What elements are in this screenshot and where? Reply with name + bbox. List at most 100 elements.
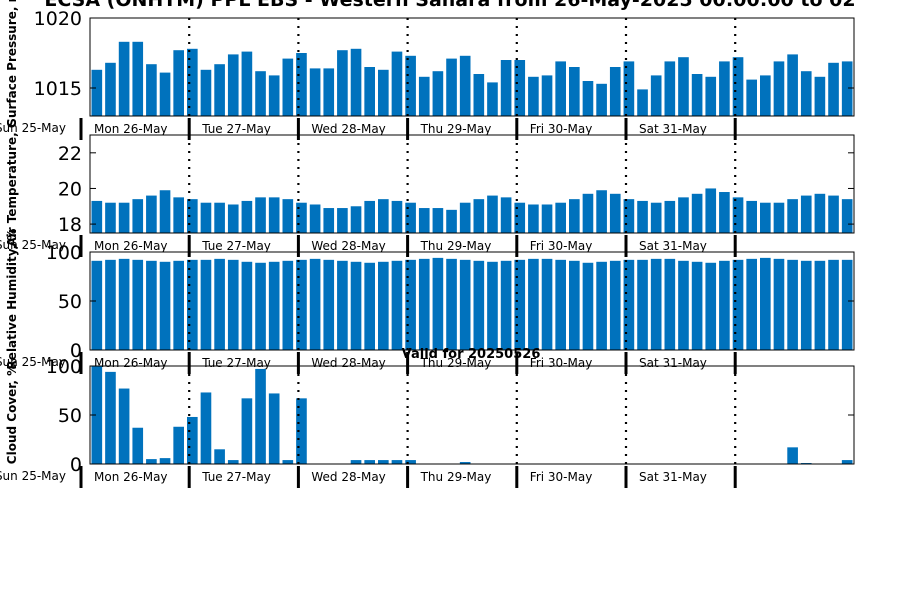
x-tick-label: Wed 28-May	[311, 470, 385, 484]
bar	[841, 259, 853, 350]
bar	[391, 200, 403, 233]
bar	[719, 61, 730, 116]
x-tick-label: Fri 30-May	[530, 239, 593, 253]
bar	[623, 61, 635, 116]
y-tick-label: 1020	[34, 8, 82, 30]
bar	[378, 69, 389, 116]
bar	[787, 447, 798, 464]
bar	[705, 262, 717, 350]
bar	[255, 262, 266, 350]
bar	[650, 75, 662, 116]
bar	[841, 61, 853, 116]
y-axis-label: Relative Humidity, %	[5, 229, 19, 370]
bar	[596, 261, 607, 350]
bar	[446, 209, 457, 233]
bar	[446, 58, 457, 116]
bar	[214, 449, 225, 464]
y-tick-label: 1015	[34, 78, 82, 100]
bar	[459, 462, 471, 464]
bar	[268, 75, 280, 116]
x-tick-label: Wed 28-May	[311, 122, 385, 136]
bar	[91, 69, 103, 116]
x-tick-label: Sat 31-May	[639, 239, 707, 253]
x-tick-label-start: Sun 25-May	[0, 238, 66, 252]
bar	[418, 258, 430, 350]
bar	[760, 202, 771, 233]
y-tick-label: 50	[58, 405, 82, 427]
x-tick-label: Tue 27-May	[201, 356, 271, 370]
bar	[528, 76, 539, 116]
bar	[159, 458, 171, 464]
bar	[214, 258, 225, 350]
bar	[350, 460, 362, 464]
bar	[91, 260, 103, 350]
bar	[814, 260, 826, 350]
bar	[732, 259, 744, 350]
x-tick-label: Fri 30-May	[530, 122, 593, 136]
bar	[418, 76, 430, 116]
bar	[159, 72, 171, 116]
bar	[118, 258, 130, 350]
bar	[487, 82, 498, 116]
bar	[187, 48, 198, 116]
bar	[569, 260, 580, 350]
bar	[446, 258, 457, 350]
bar	[459, 259, 471, 350]
bar	[337, 50, 348, 117]
bar	[187, 259, 198, 350]
bar	[691, 74, 703, 116]
bar	[664, 200, 676, 233]
bar	[364, 200, 375, 233]
bar	[459, 202, 471, 233]
bar	[296, 202, 307, 233]
bar	[500, 60, 512, 116]
bar	[282, 260, 294, 350]
bar	[323, 68, 335, 116]
bar	[528, 204, 539, 233]
bar	[173, 260, 184, 350]
bar	[541, 75, 553, 116]
x-tick-label: Thu 29-May	[420, 470, 492, 484]
x-tick-label: Tue 27-May	[201, 122, 271, 136]
bar	[787, 54, 798, 116]
bar	[173, 197, 184, 233]
bar	[391, 460, 403, 464]
x-tick-label: Sat 31-May	[639, 122, 707, 136]
x-tick-label: Wed 28-May	[311, 239, 385, 253]
figure-subtitle: Valid for 20250526	[402, 347, 541, 362]
bar	[418, 208, 430, 233]
bar	[405, 460, 416, 464]
bar	[241, 398, 253, 464]
bar	[596, 83, 607, 116]
bar	[105, 259, 116, 350]
bar	[432, 71, 444, 116]
x-tick-label: Mon 26-May	[94, 356, 168, 370]
bar	[678, 197, 689, 233]
bar	[241, 51, 253, 116]
bar	[582, 262, 594, 350]
bar	[705, 188, 717, 233]
y-tick-label: 0	[70, 340, 82, 362]
bar	[350, 206, 362, 233]
bar	[541, 258, 553, 350]
x-tick-label: Mon 26-May	[94, 239, 168, 253]
bar	[732, 57, 744, 116]
bar	[500, 260, 512, 350]
bar	[787, 199, 798, 233]
bar	[555, 259, 566, 350]
x-tick-label: Mon 26-May	[94, 470, 168, 484]
bar	[118, 388, 130, 464]
bar	[814, 193, 826, 233]
bar	[255, 368, 266, 464]
bar	[105, 62, 116, 116]
bar	[323, 259, 335, 350]
bar	[773, 258, 785, 350]
bar	[309, 258, 321, 350]
bar	[241, 200, 253, 233]
bar	[296, 53, 307, 116]
bar	[609, 67, 621, 116]
